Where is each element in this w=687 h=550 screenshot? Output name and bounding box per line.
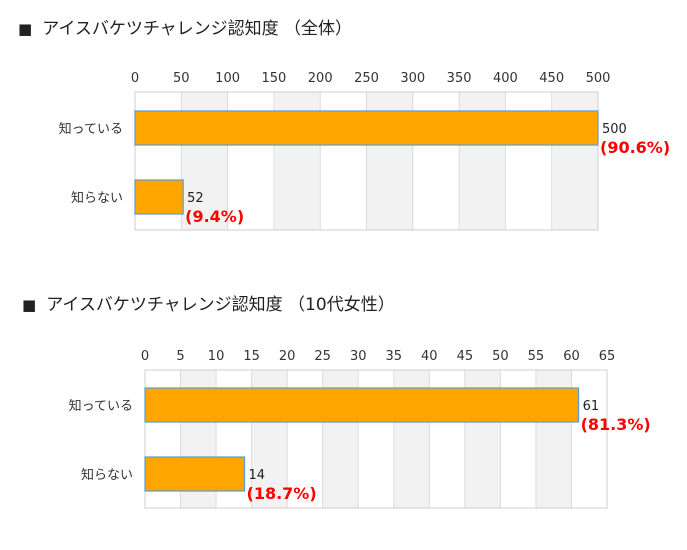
x-tick-label: 300 <box>400 71 425 86</box>
x-tick-label: 25 <box>314 349 331 364</box>
x-tick-label: 40 <box>421 349 438 364</box>
x-tick-label: 50 <box>173 71 190 86</box>
chart-plot: 0 5 10 15 20 25 30 35 40 45 50 55 60 65 知っている 61(81.3%)… <box>69 349 651 509</box>
x-tick-label: 10 <box>208 349 225 364</box>
chart-overall: ■ アイスバケツチャレンジ認知度 （全体） 0 50 100 150 200 250 300 3… <box>0 0 687 260</box>
title-marker: ■ <box>18 20 33 38</box>
x-tick-label: 45 <box>457 349 474 364</box>
x-tick-label: 5 <box>176 349 184 364</box>
x-tick-label: 65 <box>599 349 616 364</box>
bar <box>134 179 184 215</box>
x-tick-label: 15 <box>243 349 260 364</box>
bar <box>144 456 246 492</box>
plot-frame <box>134 91 599 231</box>
x-tick-label: 400 <box>493 71 518 86</box>
percent-label: (81.3%) <box>581 415 651 434</box>
value-label: 500 <box>602 122 627 137</box>
value-label: 52 <box>187 191 204 206</box>
bar <box>144 387 580 423</box>
category-label: 知っている <box>69 398 133 414</box>
x-tick-label: 200 <box>308 71 333 86</box>
x-tick-label: 50 <box>492 349 509 364</box>
category-label: 知っている <box>59 121 123 137</box>
x-tick-label: 0 <box>141 349 149 364</box>
chart-title: ■ アイスバケツチャレンジ認知度 （10代女性） <box>22 290 395 315</box>
x-tick-label: 20 <box>279 349 296 364</box>
x-tick-label: 250 <box>354 71 379 86</box>
percent-label: (9.4%) <box>185 207 244 226</box>
x-tick-label: 60 <box>563 349 580 364</box>
x-tick-label: 55 <box>528 349 545 364</box>
x-tick-label: 35 <box>385 349 402 364</box>
title-marker: ■ <box>22 296 37 314</box>
category-label: 知らない <box>81 467 133 483</box>
x-tick-label: 450 <box>539 71 564 86</box>
x-tick-label: 350 <box>447 71 472 86</box>
chart-title-text: アイスバケツチャレンジ認知度 （10代女性） <box>46 295 395 315</box>
chart-title: ■ アイスバケツチャレンジ認知度 （全体） <box>18 14 352 39</box>
x-tick-label: 500 <box>586 71 611 86</box>
chart-title-text: アイスバケツチャレンジ認知度 （全体） <box>42 19 353 39</box>
plot-frame <box>144 369 608 509</box>
percent-label: (18.7%) <box>247 484 317 503</box>
chart-teen-female: ■ アイスバケツチャレンジ認知度 （10代女性） 0 5 10 15 20 25 30 35 40… <box>0 280 687 550</box>
category-label: 知らない <box>71 190 123 206</box>
bar <box>134 110 599 146</box>
x-tick-label: 150 <box>261 71 286 86</box>
x-tick-label: 0 <box>131 71 139 86</box>
percent-label: (90.6%) <box>600 138 670 157</box>
x-tick-label: 100 <box>215 71 240 86</box>
value-label: 14 <box>249 468 266 483</box>
x-tick-label: 30 <box>350 349 367 364</box>
value-label: 61 <box>583 399 600 414</box>
